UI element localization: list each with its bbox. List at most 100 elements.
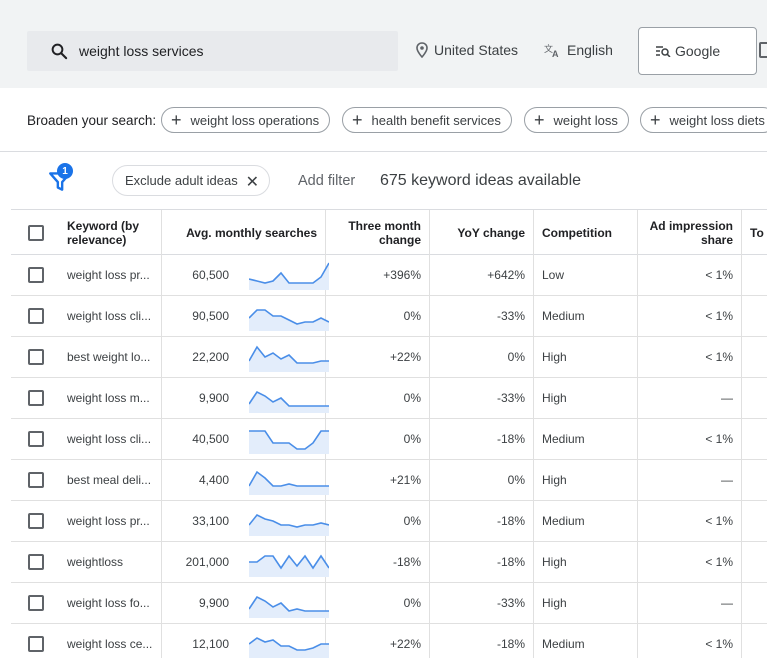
table-row[interactable]: best weight lo... 22,200 +22% 0% High < 1%: [11, 337, 767, 378]
col-top-of-page[interactable]: To: [742, 210, 767, 255]
top-of-page-cell: [742, 583, 767, 623]
top-of-page-cell: [742, 624, 767, 658]
three-month-value: +22%: [389, 637, 421, 651]
col-competition[interactable]: Competition: [534, 210, 638, 255]
competition-cell: Medium: [534, 501, 638, 541]
row-checkbox[interactable]: [28, 267, 44, 283]
language-label: English: [567, 42, 613, 58]
yoy-cell: -18%: [430, 624, 534, 658]
search-network-button[interactable]: Google: [638, 27, 757, 75]
keyword-cell[interactable]: best weight lo...: [67, 337, 162, 377]
select-all-checkbox[interactable]: [28, 224, 44, 241]
row-checkbox[interactable]: [28, 636, 44, 652]
ad-impression-cell: < 1%: [638, 255, 742, 295]
competition-cell: High: [534, 460, 638, 500]
keyword-cell[interactable]: weight loss pr...: [67, 255, 162, 295]
keyword-search-box[interactable]: [27, 31, 398, 71]
searches-value: 201,000: [185, 555, 229, 569]
row-checkbox[interactable]: [28, 308, 44, 324]
broaden-label: Broaden your search:: [27, 113, 157, 128]
trend-sparkline[interactable]: [249, 342, 329, 372]
row-select-cell: [11, 337, 61, 377]
broaden-chip[interactable]: + health benefit services: [342, 107, 512, 133]
yoy-value: -33%: [496, 391, 525, 405]
filter-count-badge: 1: [57, 163, 73, 179]
sparkline-line: [249, 345, 329, 364]
keyword-cell[interactable]: weightloss: [67, 542, 162, 582]
row-checkbox[interactable]: [28, 349, 44, 365]
row-checkbox[interactable]: [28, 431, 44, 447]
table-row[interactable]: weight loss fo... 9,900 0% -33% High —: [11, 583, 767, 624]
keyword-text: weight loss cli...: [67, 309, 152, 323]
col-ad-impression[interactable]: Ad impression share: [638, 210, 742, 255]
row-checkbox[interactable]: [28, 595, 44, 611]
competition-cell: Medium: [534, 296, 638, 336]
three-month-value: -18%: [392, 555, 421, 569]
trend-sparkline[interactable]: [249, 629, 329, 658]
row-select-cell: [11, 460, 61, 500]
col-yoy[interactable]: YoY change: [430, 210, 534, 255]
sparkline-line: [249, 430, 329, 450]
table-row[interactable]: weightloss 201,000 -18% -18% High < 1%: [11, 542, 767, 583]
table-row[interactable]: weight loss cli... 90,500 0% -33% Medium < 1%: [11, 296, 767, 337]
sparkline-line: [249, 513, 329, 528]
competition-value: Low: [542, 268, 565, 282]
trend-sparkline[interactable]: [249, 465, 329, 495]
keyword-cell[interactable]: weight loss cli...: [67, 296, 162, 336]
trend-sparkline[interactable]: [249, 547, 329, 577]
col-keyword[interactable]: Keyword (by relevance): [67, 210, 162, 255]
searches-cell: 9,900: [162, 583, 326, 623]
sparkline-area: [249, 431, 329, 454]
keyword-cell[interactable]: weight loss m...: [67, 378, 162, 418]
col-three-month[interactable]: Three month change: [326, 210, 430, 255]
table-row[interactable]: weight loss m... 9,900 0% -33% High —: [11, 378, 767, 419]
keyword-cell[interactable]: weight loss ce...: [67, 624, 162, 658]
keyword-text: best meal deli...: [67, 473, 152, 487]
row-checkbox[interactable]: [28, 472, 44, 488]
calendar-icon[interactable]: [759, 42, 767, 58]
row-select-cell: [11, 501, 61, 541]
trend-sparkline[interactable]: [249, 424, 329, 454]
yoy-cell: -33%: [430, 583, 534, 623]
col-avg-searches[interactable]: Avg. monthly searches: [162, 210, 326, 255]
yoy-value: -33%: [496, 596, 525, 610]
table-row[interactable]: weight loss ce... 12,100 +22% -18% Medium < 1…: [11, 624, 767, 658]
trend-sparkline[interactable]: [249, 301, 329, 331]
translate-icon: 文 A: [544, 43, 559, 58]
exclude-adult-chip[interactable]: Exclude adult ideas ✕: [112, 165, 270, 196]
broaden-chip[interactable]: + weight loss: [524, 107, 629, 133]
table-row[interactable]: weight loss cli... 40,500 0% -18% Medium < 1%: [11, 419, 767, 460]
searches-value: 40,500: [192, 432, 229, 446]
table-row[interactable]: weight loss pr... 60,500 +396% +642% Low < 1%: [11, 255, 767, 296]
language-selector[interactable]: 文 A English: [544, 42, 613, 58]
ad-impression-value: —: [721, 596, 733, 610]
yoy-cell: -18%: [430, 542, 534, 582]
trend-sparkline[interactable]: [249, 506, 329, 536]
keyword-cell[interactable]: weight loss cli...: [67, 419, 162, 459]
table-row[interactable]: weight loss pr... 33,100 0% -18% Medium < 1%: [11, 501, 767, 542]
keyword-cell[interactable]: weight loss fo...: [67, 583, 162, 623]
keyword-cell[interactable]: best meal deli...: [67, 460, 162, 500]
keyword-cell[interactable]: weight loss pr...: [67, 501, 162, 541]
trend-sparkline[interactable]: [249, 383, 329, 413]
table-row[interactable]: best meal deli... 4,400 +21% 0% High —: [11, 460, 767, 501]
broaden-chip[interactable]: + weight loss diets: [640, 107, 767, 133]
search-icon: [51, 43, 68, 60]
location-selector[interactable]: United States: [416, 42, 518, 58]
close-icon[interactable]: ✕: [245, 174, 259, 191]
select-all-cell: [11, 210, 61, 255]
add-filter-button[interactable]: Add filter: [298, 173, 356, 189]
three-month-value: 0%: [403, 514, 421, 528]
search-input[interactable]: [79, 43, 379, 59]
row-checkbox[interactable]: [28, 513, 44, 529]
sparkline-area: [249, 556, 329, 577]
competition-value: Medium: [542, 432, 585, 446]
trend-sparkline[interactable]: [249, 260, 329, 290]
row-select-cell: [11, 583, 61, 623]
row-checkbox[interactable]: [28, 390, 44, 406]
ideas-count: 675 keyword ideas available: [380, 172, 582, 189]
trend-sparkline[interactable]: [249, 588, 329, 618]
top-of-page-cell: [742, 501, 767, 541]
broaden-chip[interactable]: + weight loss operations: [161, 107, 331, 133]
row-checkbox[interactable]: [28, 554, 44, 570]
